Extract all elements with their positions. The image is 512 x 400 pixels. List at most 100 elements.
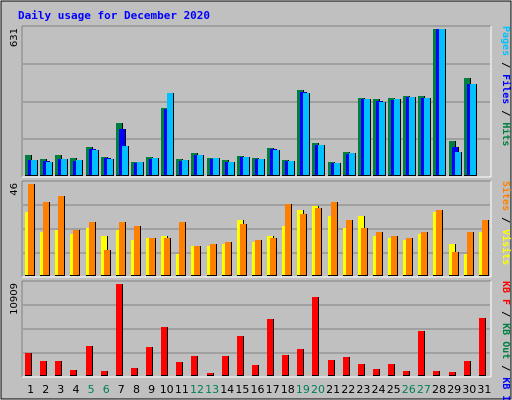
day-label-6: 6 xyxy=(103,383,110,396)
chart-title: Daily usage for December 2020 xyxy=(18,9,210,22)
bar-sites-day-12 xyxy=(194,246,200,275)
day-label-24: 24 xyxy=(372,383,386,396)
bar-kb-f-day-16 xyxy=(252,365,258,375)
day-label-15: 15 xyxy=(235,383,249,396)
day-label-25: 25 xyxy=(387,383,401,396)
day-label-14: 14 xyxy=(220,383,234,396)
bar-pages-day-6 xyxy=(107,159,113,175)
bar-sites-day-10 xyxy=(164,238,170,275)
bar-sites-day-24 xyxy=(376,232,382,275)
bar-sites-day-29 xyxy=(452,252,458,275)
bar-kb-f-day-5 xyxy=(86,346,92,375)
bar-pages-day-8 xyxy=(137,162,143,175)
bar-kb-f-day-10 xyxy=(161,327,167,375)
day-label-23: 23 xyxy=(356,383,370,396)
bar-pages-day-16 xyxy=(258,159,264,175)
bar-kb-f-day-24 xyxy=(373,369,379,375)
day-label-16: 16 xyxy=(251,383,265,396)
day-label-13: 13 xyxy=(205,383,219,396)
bar-kb-f-day-17 xyxy=(267,319,273,375)
bar-pages-day-17 xyxy=(273,150,279,175)
panel-bottom: 10909 KB F / KB Out / KB In xyxy=(9,280,511,400)
bar-sites-day-7 xyxy=(119,222,125,275)
bar-kb-f-day-11 xyxy=(176,362,182,375)
bar-sites-day-22 xyxy=(346,220,352,275)
bar-pages-day-30 xyxy=(470,84,476,175)
bar-pages-day-29 xyxy=(455,152,461,175)
bar-kb-f-day-21 xyxy=(328,360,334,375)
day-label-11: 11 xyxy=(175,383,189,396)
day-label-21: 21 xyxy=(326,383,340,396)
bar-kb-f-day-23 xyxy=(358,364,364,375)
day-label-12: 12 xyxy=(190,383,204,396)
bar-kb-f-day-7 xyxy=(116,284,122,375)
max-label-top: 631 xyxy=(9,28,20,47)
bar-sites-day-27 xyxy=(421,232,427,275)
bar-kb-f-day-12 xyxy=(191,356,197,375)
panel-top: 631 Pages / Files / Hits xyxy=(9,25,512,178)
day-label-10: 10 xyxy=(160,383,174,396)
legend-label-kb-f: KB F xyxy=(500,281,511,305)
bar-kb-f-day-27 xyxy=(418,331,424,375)
bar-kb-f-day-28 xyxy=(433,371,439,375)
bar-sites-day-2 xyxy=(43,202,49,275)
bar-pages-day-26 xyxy=(409,97,415,175)
bar-sites-day-26 xyxy=(406,238,412,275)
day-label-17: 17 xyxy=(266,383,280,396)
bar-sites-day-17 xyxy=(270,238,276,275)
bar-pages-day-15 xyxy=(243,157,249,175)
day-label-27: 27 xyxy=(417,383,431,396)
bar-pages-day-19 xyxy=(303,93,309,175)
day-label-3: 3 xyxy=(57,383,64,396)
bar-kb-f-day-4 xyxy=(70,370,76,375)
bar-pages-day-9 xyxy=(152,158,158,175)
bar-sites-day-18 xyxy=(285,204,291,275)
bar-pages-day-20 xyxy=(318,145,324,175)
legend-top: Pages / Files / Hits xyxy=(500,26,512,146)
bar-sites-day-14 xyxy=(225,242,231,275)
bar-pages-day-21 xyxy=(334,163,340,175)
max-label-middle: 46 xyxy=(9,183,20,196)
day-label-22: 22 xyxy=(341,383,355,396)
day-label-4: 4 xyxy=(73,383,80,396)
bar-sites-day-23 xyxy=(361,228,367,275)
bar-sites-day-16 xyxy=(255,240,261,275)
bar-sites-day-3 xyxy=(58,196,64,275)
bar-pages-day-18 xyxy=(288,161,294,175)
legend-label-kb-in: KB In xyxy=(500,377,511,400)
bar-sites-day-6 xyxy=(104,250,110,275)
bar-pages-day-1 xyxy=(31,160,37,175)
day-label-18: 18 xyxy=(281,383,295,396)
day-label-26: 26 xyxy=(402,383,416,396)
max-label-bottom: 10909 xyxy=(9,283,20,315)
bar-kb-f-day-19 xyxy=(297,349,303,375)
bar-pages-day-2 xyxy=(46,162,52,175)
day-label-1: 1 xyxy=(27,383,34,396)
legend-label-hits: Hits xyxy=(500,122,512,146)
bar-sites-day-20 xyxy=(315,208,321,275)
bar-pages-day-11 xyxy=(182,160,188,175)
legend-label-kb-out: KB Out xyxy=(500,323,511,359)
day-label-28: 28 xyxy=(432,383,446,396)
bar-kb-f-day-25 xyxy=(388,364,394,375)
bar-sites-day-30 xyxy=(467,232,473,275)
bar-kb-f-day-1 xyxy=(25,353,31,375)
legend-separator: / xyxy=(500,104,511,122)
bar-pages-day-12 xyxy=(197,155,203,175)
bar-sites-day-28 xyxy=(436,210,442,275)
bar-kb-f-day-3 xyxy=(55,361,61,375)
bar-sites-day-8 xyxy=(134,226,140,275)
bar-pages-day-24 xyxy=(379,102,385,175)
bar-sites-day-15 xyxy=(240,224,246,275)
bar-pages-day-7 xyxy=(122,146,128,175)
bar-sites-day-1 xyxy=(28,184,34,275)
day-label-30: 30 xyxy=(462,383,476,396)
legend-label-files: Files xyxy=(500,74,512,104)
legend-separator: / xyxy=(500,359,511,377)
bar-sites-day-11 xyxy=(179,222,185,275)
bar-kb-f-day-31 xyxy=(479,318,485,375)
bar-sites-day-31 xyxy=(482,220,488,275)
bar-kb-f-day-26 xyxy=(403,371,409,375)
